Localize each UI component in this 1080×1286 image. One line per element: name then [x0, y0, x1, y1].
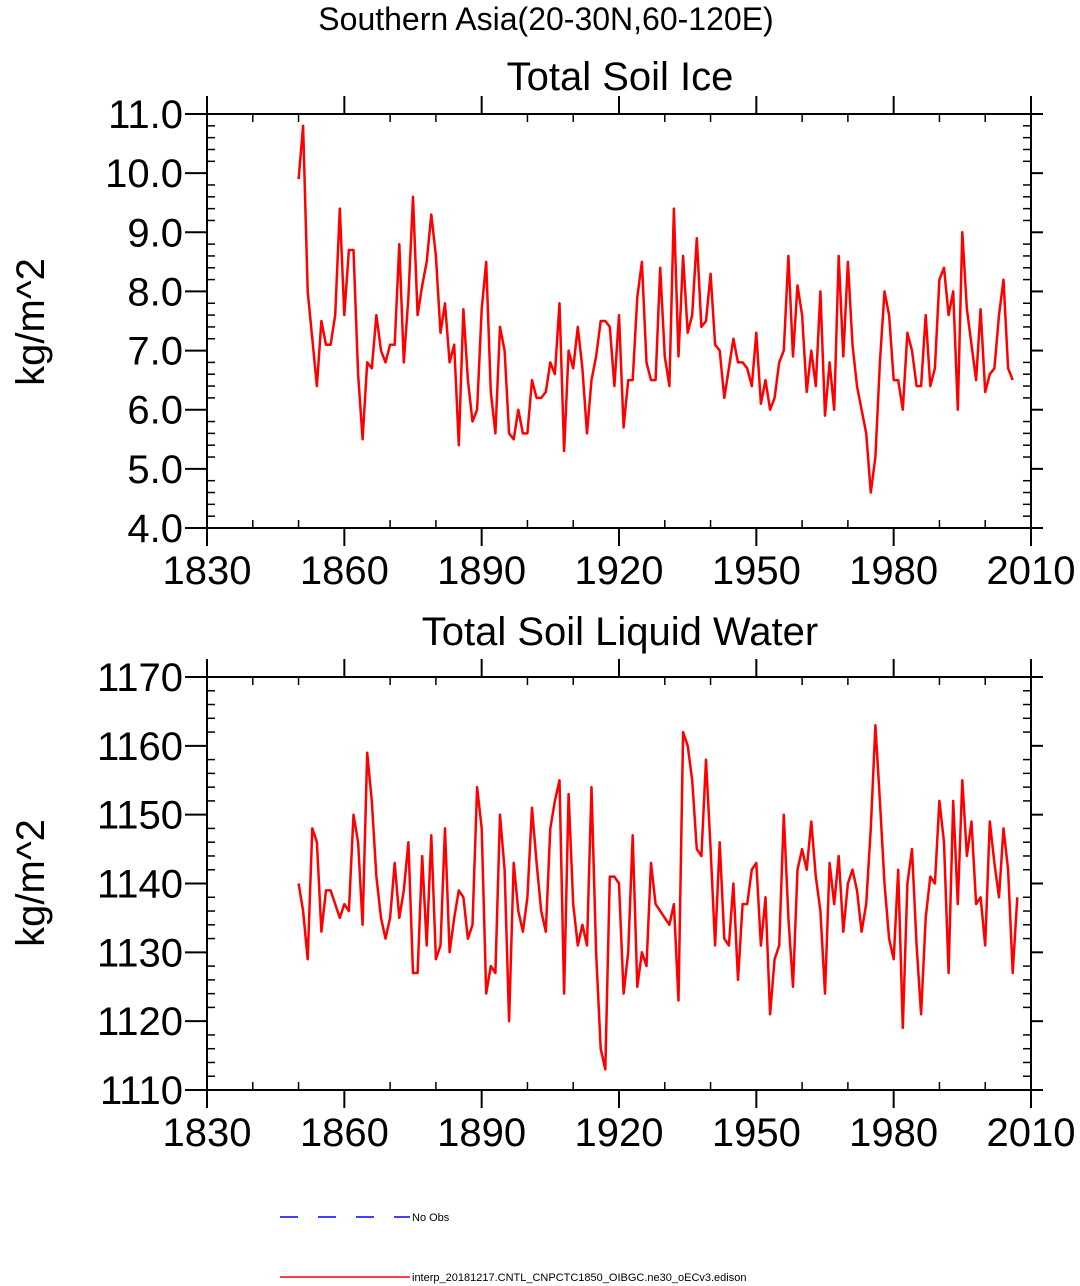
y-tick-label: 1170	[97, 656, 183, 700]
legend-item-no-obs: No Obs	[280, 1212, 450, 1224]
y-tick-label: 11.0	[108, 93, 183, 137]
y-tick-labels: 4.0 5.0 6.0 7.0 8.0 9.0 10.0 11.0	[105, 93, 183, 551]
y-tick-label: 4.0	[127, 507, 183, 551]
chart-total-soil-ice: Total Soil Ice kg/m^2 4.0 5.0 6.0 7.0 8.0 9.0…	[9, 55, 1075, 593]
series-line	[297, 124, 1014, 494]
y-axis-label: kg/m^2	[9, 819, 53, 947]
x-tick-label: 1830	[163, 549, 252, 593]
legend-label-model: interp_20181217.CNTL_CNPCTC1850_OIBGC.ne…	[412, 1272, 746, 1284]
legend-item-model: interp_20181217.CNTL_CNPCTC1850_OIBGC.ne…	[280, 1272, 746, 1284]
ticks	[185, 659, 1043, 1108]
chart-title: Total Soil Ice	[507, 55, 734, 99]
series	[297, 723, 1019, 1071]
y-tick-label: 1160	[97, 725, 183, 769]
y-tick-label: 1150	[97, 794, 183, 838]
y-tick-label: 1110	[100, 1069, 183, 1113]
legend: No Obs interp_20181217.CNTL_CNPCTC1850_O…	[280, 1212, 746, 1284]
x-tick-label: 1980	[849, 549, 938, 593]
chart-total-soil-liquid-water: Total Soil Liquid Water kg/m^2 111011201…	[9, 610, 1075, 1155]
y-tick-label: 8.0	[127, 270, 183, 314]
y-tick-label: 1120	[97, 1000, 183, 1044]
y-tick-label: 1130	[97, 931, 183, 975]
x-tick-label: 1950	[712, 549, 801, 593]
x-tick-label: 1890	[437, 1111, 526, 1155]
x-tick-label: 1860	[300, 1111, 389, 1155]
x-tick-label: 2010	[987, 1111, 1076, 1155]
x-tick-label: 1890	[437, 549, 526, 593]
figure-title: Southern Asia(20-30N,60-120E)	[318, 1, 773, 37]
x-tick-label: 1830	[163, 1111, 252, 1155]
x-tick-label: 1950	[712, 1111, 801, 1155]
x-tick-labels: 1830 1860 1890 1920 1950 1980 2010	[163, 549, 1076, 593]
x-tick-label: 1860	[300, 549, 389, 593]
chart-title: Total Soil Liquid Water	[422, 610, 818, 654]
x-tick-label: 1920	[575, 1111, 664, 1155]
y-tick-label: 5.0	[127, 448, 183, 492]
y-tick-label: 1140	[97, 863, 183, 907]
y-tick-label: 7.0	[127, 330, 183, 374]
y-tick-label: 10.0	[105, 152, 183, 196]
x-tick-label: 2010	[987, 549, 1076, 593]
series	[297, 124, 1014, 494]
x-tick-label: 1920	[575, 549, 664, 593]
x-tick-labels: 1830 1860 1890 1920 1950 1980 2010	[163, 1111, 1076, 1155]
series-line	[297, 723, 1019, 1071]
y-tick-label: 6.0	[127, 389, 183, 433]
y-axis-label: kg/m^2	[9, 258, 53, 386]
x-tick-label: 1980	[849, 1111, 938, 1155]
y-tick-label: 9.0	[127, 211, 183, 255]
y-tick-labels: 1110 1120 1130 1140 1150 1160 1170	[97, 656, 183, 1113]
ticks	[185, 96, 1043, 546]
legend-label-no-obs: No Obs	[412, 1212, 450, 1224]
